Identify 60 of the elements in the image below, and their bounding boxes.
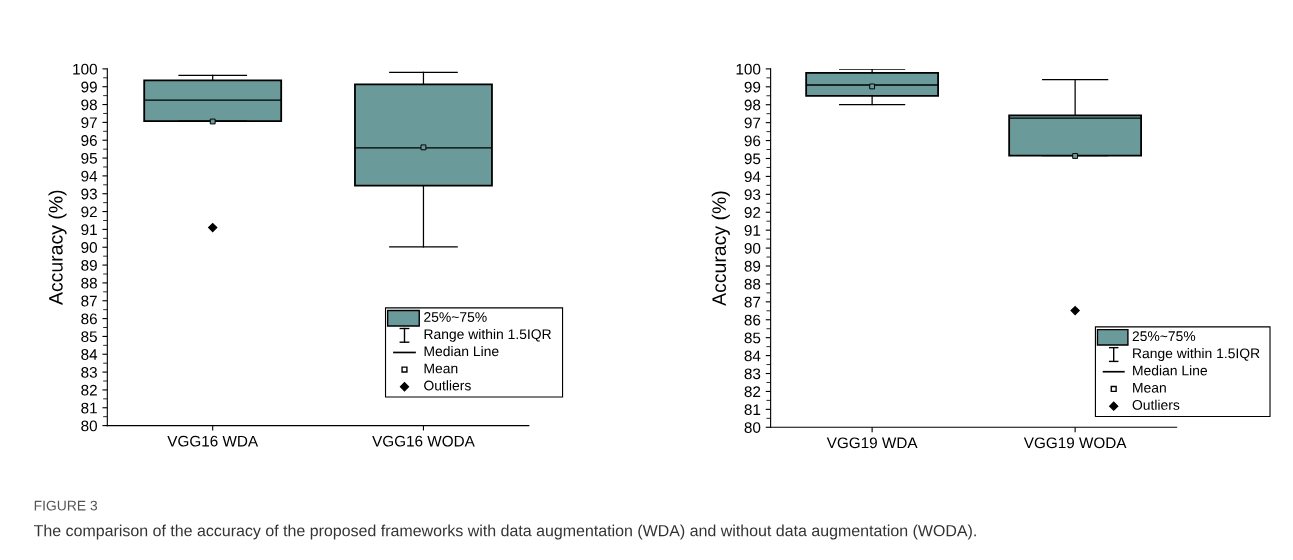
- y-tick-label: 91: [81, 224, 97, 236]
- y-axis-title: Accuracy (%): [48, 190, 67, 305]
- y-tick-label: 88: [744, 278, 761, 290]
- y-tick-label: 91: [744, 225, 761, 236]
- y-tick-label: 93: [744, 189, 761, 201]
- y-tick-label: 84: [81, 349, 98, 360]
- y-tick-label: 80: [81, 420, 97, 432]
- y-tick-label: 100: [73, 63, 97, 75]
- y-tick-label: 80: [744, 422, 761, 433]
- y-tick-label: 83: [744, 368, 761, 380]
- annotation: Range within 1.5IQR: [1133, 348, 1260, 361]
- y-tick-label: 82: [81, 384, 97, 396]
- y-tick-label: 90: [81, 242, 97, 253]
- y-tick-label: 89: [81, 259, 97, 271]
- annotation: 25%~75%: [1132, 331, 1196, 342]
- x-tick-label: VGG16 WDA: [167, 435, 259, 447]
- y-tick-label: 95: [744, 153, 761, 165]
- y-tick-label: 100: [736, 63, 761, 75]
- y-tick-label: 81: [81, 402, 97, 414]
- annotation: Outliers: [1132, 399, 1180, 410]
- x-tick-label: VGG16 WODA: [372, 435, 475, 447]
- y-tick-label: 85: [744, 332, 761, 344]
- y-tick-label: 99: [744, 81, 761, 93]
- y-tick-label: 93: [81, 188, 97, 200]
- caption: FIGURE 3: [34, 500, 98, 511]
- y-tick-label: 97: [81, 117, 97, 129]
- y-tick-label: 92: [81, 206, 97, 218]
- y-tick-label: 92: [744, 207, 761, 218]
- y-tick-label: 84: [744, 350, 761, 362]
- y-tick-label: 90: [744, 242, 761, 254]
- y-tick-label: 87: [81, 295, 97, 307]
- y-tick-label: 88: [81, 277, 97, 289]
- y-tick-label: 94: [744, 171, 761, 183]
- y-tick-label: 99: [81, 81, 97, 93]
- annotation: Mean: [424, 363, 458, 374]
- x-tick-label: VGG19 WODA: [1023, 437, 1127, 449]
- y-tick-label: 82: [744, 386, 761, 398]
- y-tick-label: 81: [744, 404, 761, 416]
- y-tick-label: 87: [744, 296, 761, 308]
- y-axis-title: Accuracy (%): [711, 191, 730, 306]
- y-tick-label: 94: [81, 170, 98, 182]
- annotation: Median Line: [424, 346, 499, 357]
- y-tick-label: 97: [744, 117, 761, 129]
- y-tick-label: 83: [81, 366, 97, 378]
- annotation: Median Line: [1133, 365, 1208, 376]
- y-tick-label: 96: [81, 135, 97, 146]
- y-tick-label: 89: [744, 260, 761, 272]
- y-tick-label: 86: [744, 314, 761, 326]
- annotation: Outliers: [424, 380, 471, 391]
- y-tick-label: 98: [81, 99, 97, 111]
- text: The comparison of the accuracy of the proposed frameworks with data augmentation (WDA) and without data augmentation (WODA).: [33, 524, 976, 540]
- y-tick-label: 85: [81, 331, 97, 343]
- y-tick-label: 86: [81, 313, 97, 325]
- annotation: Mean: [1133, 382, 1166, 393]
- x-tick-label: VGG19 WDA: [826, 437, 918, 449]
- annotation: Range within 1.5IQR: [424, 328, 551, 342]
- y-tick-label: 95: [81, 152, 97, 164]
- y-tick-label: 96: [744, 135, 761, 147]
- y-tick-label: 98: [744, 99, 761, 111]
- annotation: 25%~75%: [424, 312, 487, 322]
